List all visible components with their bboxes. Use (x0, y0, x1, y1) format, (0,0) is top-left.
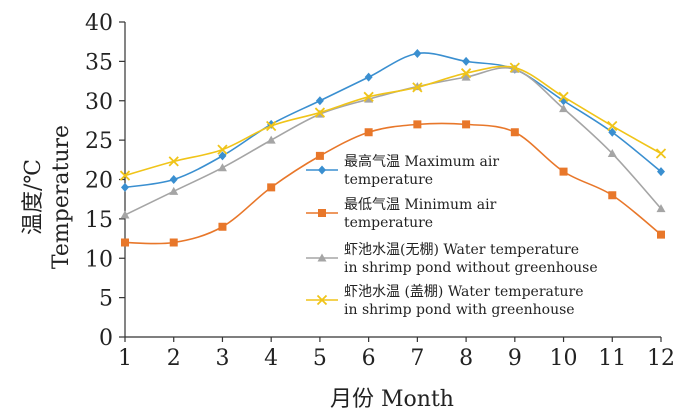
legend-label-line2: temperature (344, 172, 433, 188)
series-line (124, 52, 662, 189)
x-tick-label: 11 (598, 346, 626, 371)
x-tick-label: 1 (118, 346, 132, 371)
data-point (460, 68, 472, 79)
data-point (315, 151, 324, 160)
x-tick-label: 2 (167, 346, 181, 371)
legend-entry-2: 最低气温 Minimum air temperature (306, 197, 497, 231)
data-point (314, 107, 326, 118)
series-4 (119, 62, 667, 181)
y-tick-label: 0 (99, 326, 113, 351)
x-tick-label: 12 (647, 346, 675, 371)
data-point (657, 230, 665, 239)
data-point (607, 120, 618, 132)
data-point (217, 163, 227, 172)
data-point (121, 182, 129, 192)
data-point (364, 128, 373, 137)
data-point (266, 135, 276, 144)
data-point (657, 167, 665, 177)
legend-label-line2: temperature (344, 215, 433, 231)
y-tick-label: 5 (99, 287, 113, 312)
data-point (218, 151, 227, 161)
y-tick-label: 10 (85, 247, 113, 272)
data-point (316, 294, 328, 306)
legend-entry-1: 最高气温 Maximum air temperature (306, 153, 499, 188)
series-layer (119, 49, 667, 247)
data-point (169, 238, 178, 247)
data-point (121, 238, 129, 247)
y-tick-label: 15 (85, 208, 113, 233)
y-tick-label: 40 (85, 11, 113, 36)
legend-label-line1: 虾池水温 (盖棚) Water temperature (344, 284, 584, 300)
data-point (364, 72, 373, 82)
legend-label-line1: 最低气温 Minimum air (344, 197, 497, 213)
series-1 (121, 49, 665, 192)
data-point (363, 91, 374, 102)
data-point (119, 170, 131, 181)
data-point (315, 96, 324, 106)
data-point (317, 253, 327, 262)
x-tick-label: 9 (508, 346, 522, 371)
data-point (608, 127, 617, 137)
data-point (413, 120, 422, 129)
data-point (509, 62, 520, 73)
x-tick-label: 8 (459, 346, 473, 371)
series-line (124, 122, 662, 245)
legend-entry-3: 虾池水温(无棚) Water temperature in shrimp pond… (306, 242, 598, 276)
y-axis-label-en: Temperature (49, 125, 74, 269)
data-point (120, 210, 130, 219)
x-tick-label: 7 (410, 346, 424, 371)
y-tick-label: 20 (85, 169, 113, 194)
y-tick-label: 25 (85, 129, 113, 154)
data-point (510, 128, 519, 137)
data-point (413, 49, 422, 58)
data-point (267, 183, 276, 192)
data-point (462, 120, 471, 129)
data-point (364, 94, 374, 103)
data-point (169, 186, 179, 195)
data-point (558, 91, 569, 102)
series-line (124, 65, 662, 177)
y-axis-label-cn: 温度/℃ (21, 159, 46, 235)
data-point (169, 175, 178, 184)
x-tick-label: 4 (264, 346, 278, 371)
x-axis-label: 月份 Month (330, 387, 454, 412)
axes (119, 21, 662, 342)
series-3 (120, 64, 666, 219)
legend-label-line2: in shrimp pond with greenhouse (344, 302, 575, 318)
data-point (559, 167, 568, 176)
data-point (168, 156, 179, 167)
x-tick-label: 5 (313, 346, 327, 371)
x-tick-label: 10 (550, 346, 578, 371)
data-point (608, 191, 617, 200)
data-point (217, 144, 228, 155)
x-tick-label: 6 (362, 346, 376, 371)
x-tick-label: 3 (215, 346, 229, 371)
series-2 (121, 120, 665, 247)
data-point (412, 82, 423, 93)
legend-label-line1: 最高气温 Maximum air (344, 153, 499, 170)
legend-entry-4: 虾池水温 (盖棚) Water temperature in shrimp pon… (306, 284, 584, 318)
y-tick-label: 35 (85, 50, 113, 75)
data-point (266, 120, 277, 132)
data-point (218, 222, 227, 231)
series-line (124, 67, 662, 216)
legend-label-line2: in shrimp pond without greenhouse (344, 260, 598, 276)
legend-label-line1: 虾池水温(无棚) Water temperature (344, 242, 579, 258)
data-point (655, 148, 667, 159)
data-point (607, 149, 617, 158)
data-point (318, 165, 326, 175)
data-point (462, 56, 471, 66)
data-point (656, 204, 666, 213)
data-point (318, 209, 326, 217)
data-point (559, 104, 569, 113)
data-point (461, 72, 471, 81)
y-tick-label: 30 (85, 90, 113, 115)
y-axis-label-group: 温度/℃ Temperature (21, 125, 74, 269)
